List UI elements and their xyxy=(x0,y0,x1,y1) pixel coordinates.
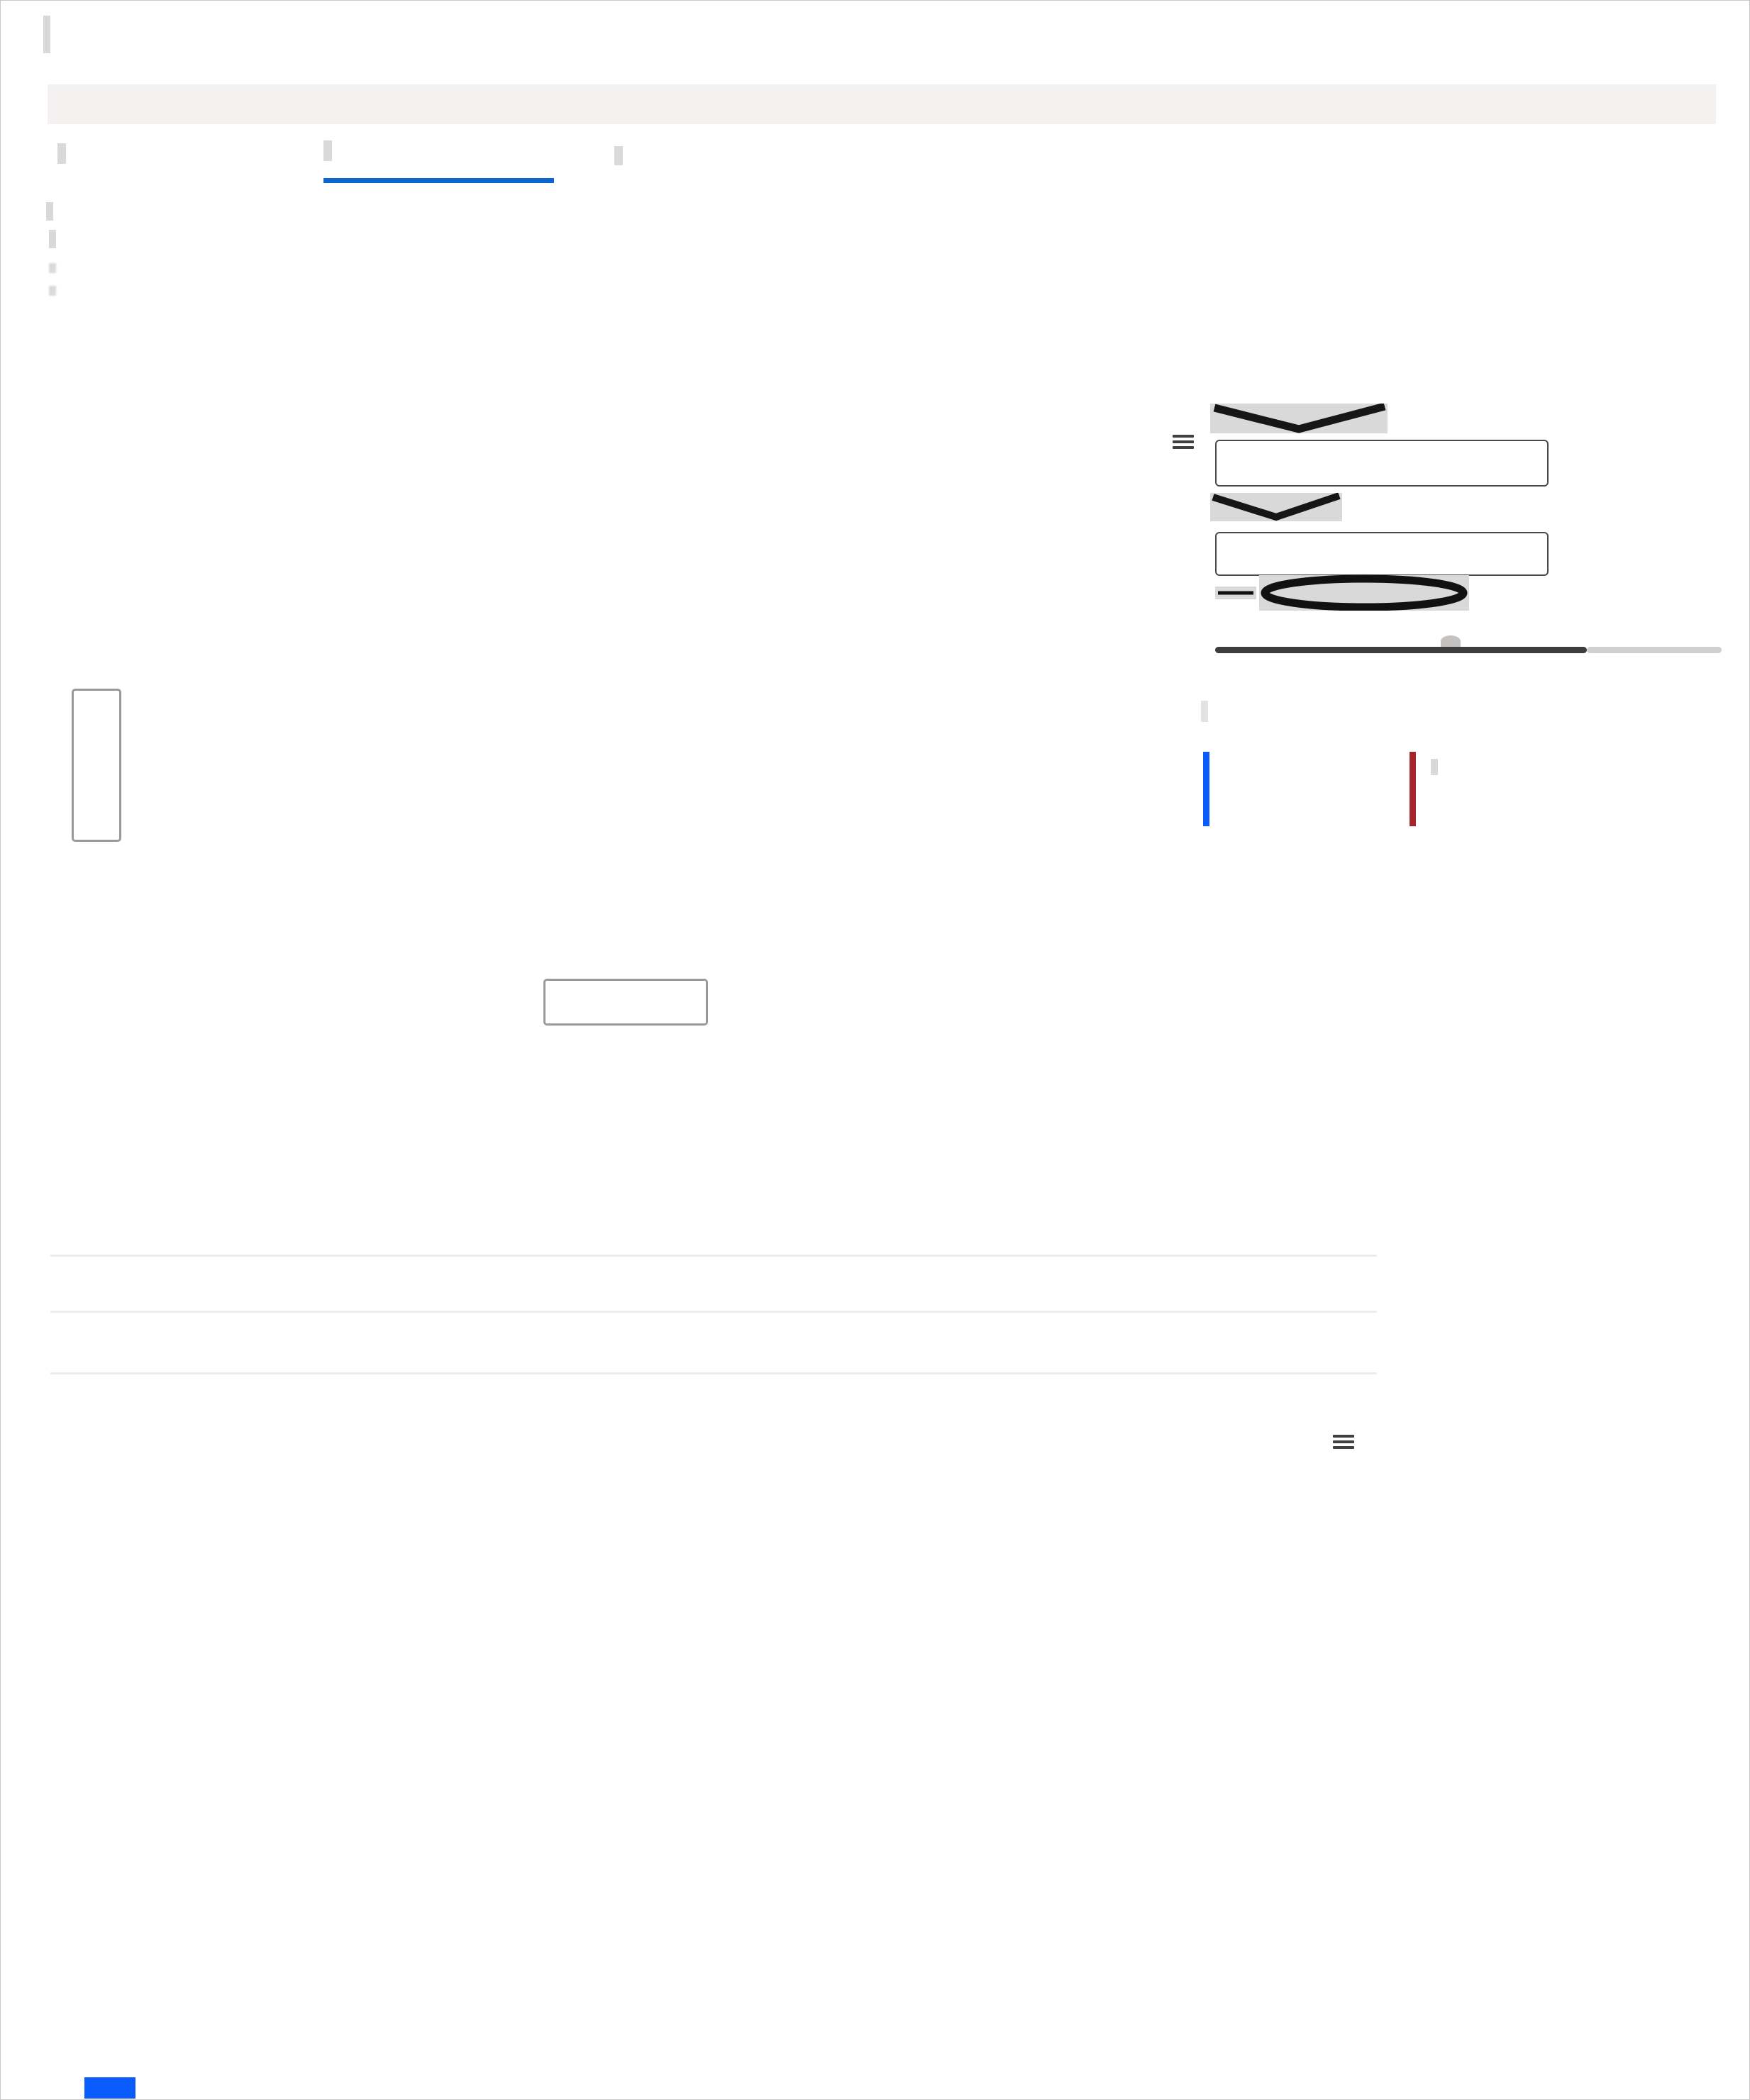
confounding-info-button[interactable] xyxy=(543,979,708,1026)
intro-line-2 xyxy=(49,229,56,250)
feature-column-heading xyxy=(55,1068,62,1081)
treatment-value-slider[interactable] xyxy=(1215,635,1740,667)
table-row-divider xyxy=(50,1372,1377,1374)
page-title xyxy=(43,13,50,56)
slider-handle[interactable] xyxy=(1441,635,1461,647)
scatter-y-axis-selector[interactable] xyxy=(72,689,121,842)
active-tab-underline xyxy=(323,178,554,183)
selected-datapoint-heading xyxy=(50,311,57,324)
scatter-menu-icon[interactable] xyxy=(1173,432,1194,452)
intro-line-1 xyxy=(46,201,53,222)
selected-datapoint-dropdown[interactable] xyxy=(56,340,63,352)
value-chevron-area xyxy=(1210,493,1342,521)
table-row-divider xyxy=(50,1311,1377,1313)
slider-track-filled xyxy=(1215,647,1587,653)
tab-individual-causal-whatif[interactable] xyxy=(323,140,332,161)
legend-new-outcome-bar xyxy=(1410,752,1416,826)
percentile-label xyxy=(1205,667,1212,680)
effect-estimate-heading xyxy=(63,1125,70,1138)
info-banner xyxy=(48,84,1716,124)
legend-current-outcome-label xyxy=(1234,762,1241,775)
errorbar-canvas xyxy=(121,1419,1391,1916)
chevron-down-icon[interactable] xyxy=(1210,404,1388,433)
intro-line-3 xyxy=(49,262,56,274)
percentile-value xyxy=(1201,700,1208,723)
tab-treatment-policy[interactable] xyxy=(614,146,623,165)
focus-indicator xyxy=(84,2077,135,2099)
treatment-dropdown-chevron-area xyxy=(1210,404,1388,433)
legend-new-outcome-value xyxy=(1431,758,1438,777)
slider-track-empty xyxy=(1587,647,1722,653)
scatter-canvas xyxy=(100,398,1192,972)
current-treatment-value-input[interactable] xyxy=(1215,532,1549,576)
intro-line-4 xyxy=(49,284,56,297)
legend-new-outcome-label xyxy=(1432,791,1439,804)
treatment-toggle[interactable] xyxy=(1215,574,1471,611)
table-header-divider xyxy=(50,1255,1377,1257)
chevron-down-icon[interactable] xyxy=(1210,493,1342,521)
tab-aggregate-causal-effects[interactable] xyxy=(57,143,66,164)
new-treatment-value xyxy=(1215,604,1222,616)
legend-current-outcome-bar xyxy=(1203,752,1209,826)
effect-chart-menu-icon[interactable] xyxy=(1333,1432,1354,1452)
treatment-select-dropdown[interactable] xyxy=(1215,440,1549,487)
causal-effect-errorbar-chart[interactable] xyxy=(121,1419,1391,1916)
whatif-scatter-plot[interactable] xyxy=(100,398,1192,972)
